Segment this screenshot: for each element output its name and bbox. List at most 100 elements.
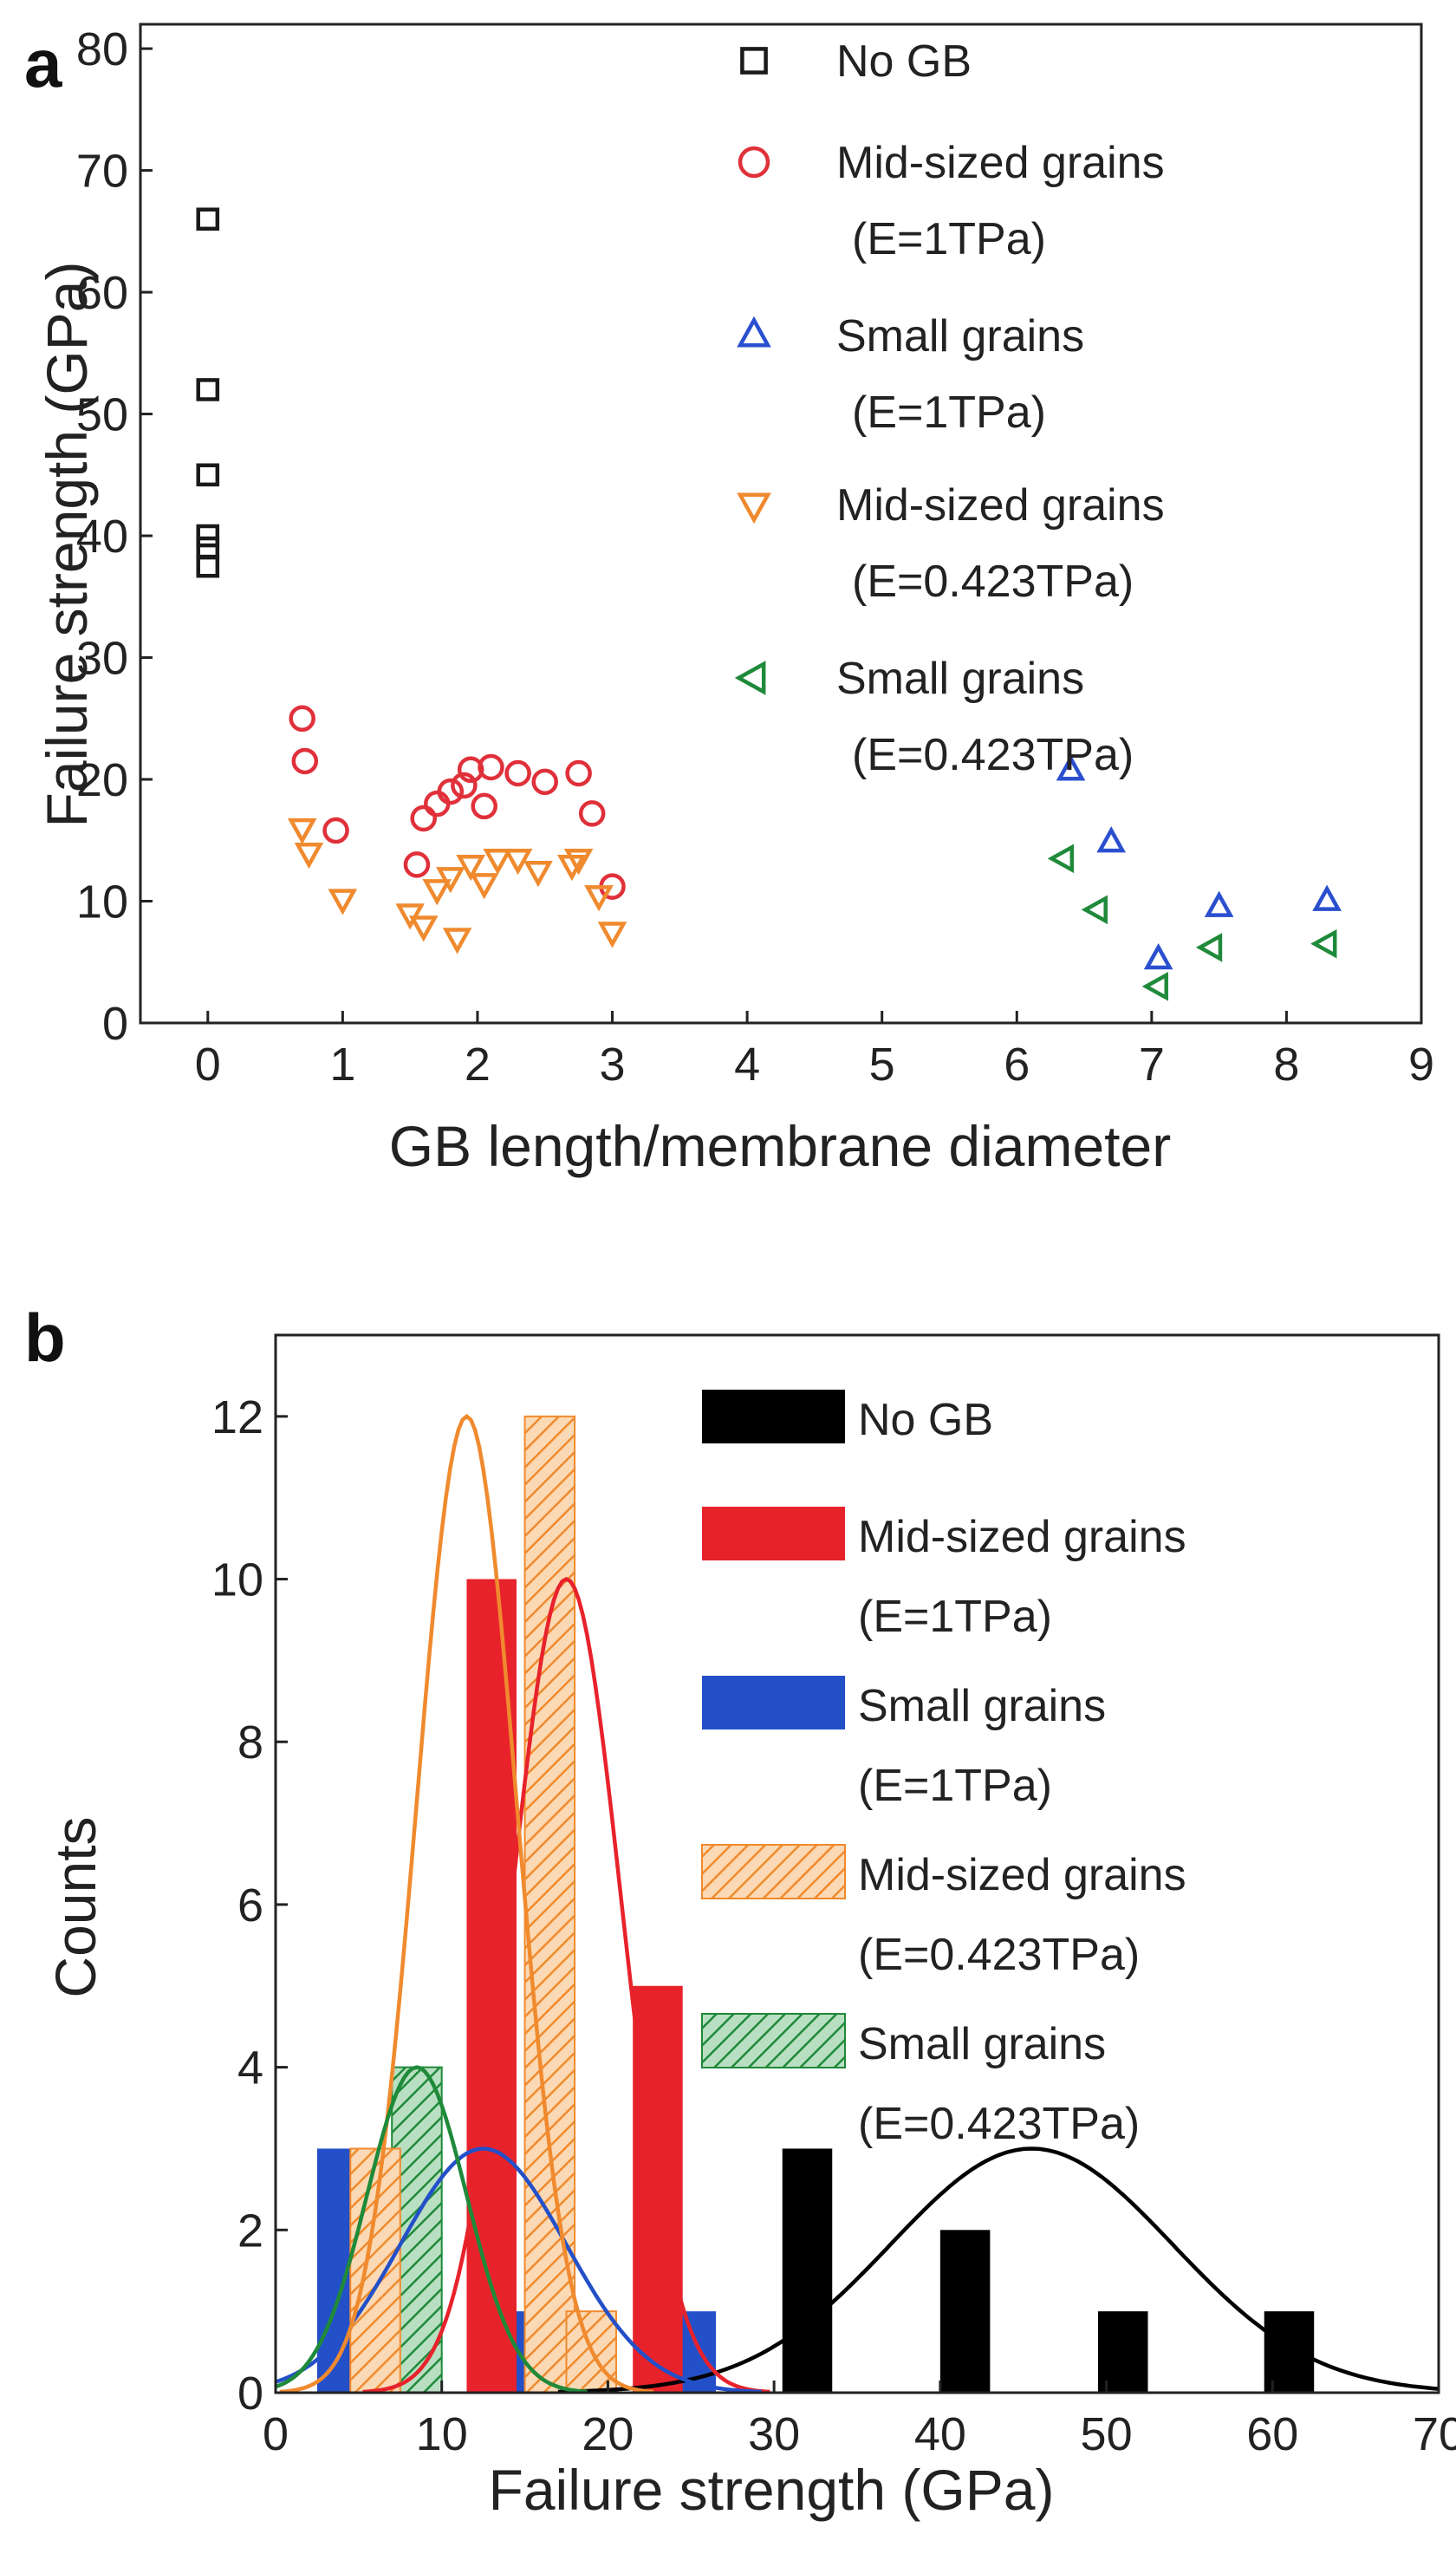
- panel-a-legend-marker-4: [734, 661, 766, 695]
- panel-a-point-series-1: [451, 772, 478, 799]
- panel-b-y-tick-label: 0: [237, 2368, 263, 2420]
- panel-a-legend-label-3: Mid-sized grains: [836, 480, 1165, 531]
- panel-a-point-series-2: [1143, 943, 1173, 970]
- panel-b-bar-series-0: [782, 2148, 833, 2393]
- panel-a-point-series-0: [196, 463, 220, 487]
- panel-a-legend-marker-1: [738, 146, 770, 179]
- panel-a-point-series-4: [1141, 972, 1168, 1001]
- panel-a-point-series-3: [584, 885, 614, 912]
- panel-b-plot: 0 10 20 30 40 50 60 70 0 2 4 6 8 10 12: [211, 1333, 1456, 2460]
- panel-b-label: b: [24, 1300, 66, 1376]
- panel-b-legend-swatch-4: [701, 2013, 846, 2068]
- panel-b-legend-label-0: No GB: [858, 1395, 993, 1445]
- panel-b: b 0 10 20 30 40 50 60 70 0 2 4 6 8 10 12 Failure stren…: [24, 1300, 1456, 2522]
- panel-a-legend-sublabel-1: (E=1TPa): [852, 214, 1046, 264]
- panel-a-legend-label-2: Small grains: [836, 311, 1084, 362]
- panel-a-y-tick-label: 50: [76, 389, 128, 441]
- panel-b-fit-curve-series-2: [275, 2146, 762, 2394]
- panel-a-legend-sublabel-2: (E=1TPa): [852, 388, 1046, 438]
- panel-a-point-series-3: [469, 873, 499, 900]
- panel-a-point-series-2: [1312, 884, 1342, 911]
- panel-b-x-tick-label: 40: [914, 2408, 966, 2460]
- panel-a-x-tick-label: 3: [600, 1039, 626, 1091]
- panel-a-x-tick-label: 6: [1004, 1039, 1030, 1091]
- panel-a-point-series-2: [1096, 826, 1126, 853]
- panel-a-y-tick-label: 60: [76, 267, 128, 319]
- panel-a-x-tick-label: 8: [1273, 1039, 1299, 1091]
- panel-b-y-tick-label: 2: [237, 2205, 263, 2257]
- panel-a-point-series-4: [1310, 928, 1337, 959]
- panel-b-fit-curve-series-3: [279, 1413, 654, 2394]
- panel-a-legend: No GB Mid-sized grains (E=1TPa) Small grain…: [734, 36, 1165, 780]
- panel-a-legend-sublabel-4: (E=0.423TPa): [852, 730, 1134, 780]
- panel-b-x-tick-label: 50: [1081, 2408, 1133, 2460]
- panel-b-legend-sublabel-2: (E=1TPa): [858, 1761, 1052, 1811]
- panel-a-point-series-4: [1081, 895, 1108, 925]
- panel-a-frame: [139, 23, 1423, 1025]
- panel-a-point-series-2: [1056, 754, 1086, 781]
- panel-a-point-series-1: [478, 753, 504, 781]
- panel-a-point-series-1: [289, 705, 315, 733]
- panel-a-point-series-1: [403, 851, 431, 878]
- panel-b-x-tick-label: 70: [1413, 2408, 1456, 2460]
- panel-a-point-series-3: [328, 889, 358, 915]
- panel-b-y-axis-label: Counts: [43, 1816, 107, 1997]
- panel-a-point-series-1: [322, 817, 349, 844]
- panel-a-point-series-3: [597, 922, 627, 948]
- panel-a-x-tick-label: 4: [734, 1039, 760, 1091]
- panel-b-x-tick-label: 60: [1246, 2408, 1298, 2460]
- panel-b-legend-sublabel-3: (E=0.423TPa): [858, 1930, 1140, 1980]
- panel-b-x-tick-label: 0: [263, 2408, 289, 2460]
- panel-a-point-series-1: [471, 792, 497, 820]
- panel-a-y-axis-label: Failure strength (GPa): [35, 262, 99, 828]
- panel-a-x-tick-label: 2: [465, 1039, 491, 1091]
- panel-b-legend-swatch-3: [701, 1844, 846, 1899]
- panel-a-legend-marker-2: [737, 316, 771, 348]
- panel-b-bar-series-0: [939, 2230, 991, 2393]
- panel-a-x-tick-label: 5: [869, 1039, 895, 1091]
- panel-a-point-series-1: [291, 747, 319, 775]
- panel-b-y-tick-label: 10: [211, 1554, 263, 1606]
- panel-a-legend-label-4: Small grains: [836, 654, 1084, 704]
- panel-b-legend-swatch-2: [702, 1676, 845, 1729]
- panel-a-x-tick-label: 7: [1139, 1039, 1165, 1091]
- panel-b-legend-sublabel-1: (E=1TPa): [858, 1592, 1052, 1642]
- panel-b-frame: [274, 1333, 1440, 2394]
- panel-a-label: a: [24, 25, 62, 101]
- panel-a-legend-marker-0: [740, 47, 768, 75]
- panel-a-y-tick-label: 20: [76, 754, 128, 806]
- panel-a-point-series-3: [287, 817, 317, 845]
- panel-a-point-series-3: [442, 928, 472, 954]
- panel-a-point-series-3: [563, 848, 594, 876]
- panel-b-bar-series-0: [1264, 2311, 1315, 2393]
- panel-a-legend-marker-3: [737, 492, 771, 524]
- panel-a-point-series-0: [196, 207, 220, 231]
- panel-a-point-series-0: [196, 524, 220, 548]
- panel-a-y-tick-label: 10: [76, 876, 128, 928]
- panel-b-x-tick-label: 20: [582, 2408, 634, 2460]
- panel-b-legend-swatch-1: [702, 1507, 845, 1560]
- panel-b-legend-label-1: Mid-sized grains: [858, 1512, 1186, 1562]
- panel-b-legend-sublabel-4: (E=0.423TPa): [858, 2099, 1140, 2149]
- panel-b-fit-curve-series-4: [275, 2065, 588, 2394]
- panel-a-point-series-1: [410, 804, 437, 832]
- panel-a-point-series-0: [196, 536, 220, 560]
- panel-b-bar-series-3: [349, 2147, 401, 2394]
- panel-b-x-axis-label: Failure strength (GPa): [489, 2458, 1055, 2522]
- panel-b-fit-curve-series-0: [557, 2146, 1440, 2394]
- panel-a-point-series-3: [523, 861, 553, 888]
- panel-a-point-series-1: [565, 759, 592, 787]
- panel-a-legend-sublabel-3: (E=0.423TPa): [852, 557, 1134, 607]
- panel-a-point-series-1: [437, 778, 465, 805]
- panel-a-y-tick-label: 30: [76, 633, 128, 685]
- panel-b-y-tick-label: 4: [237, 2042, 263, 2094]
- panel-a-point-series-3: [294, 842, 324, 870]
- panel-a-point-series-3: [395, 903, 425, 930]
- panel-b-x-tick-label: 10: [416, 2408, 468, 2460]
- panel-a-x-tick-label: 1: [329, 1039, 355, 1091]
- panel-a-point-series-1: [457, 756, 484, 784]
- panel-a-point-series-3: [456, 855, 485, 882]
- panel-a-point-series-4: [1195, 933, 1223, 962]
- panel-a-point-series-4: [1047, 844, 1075, 874]
